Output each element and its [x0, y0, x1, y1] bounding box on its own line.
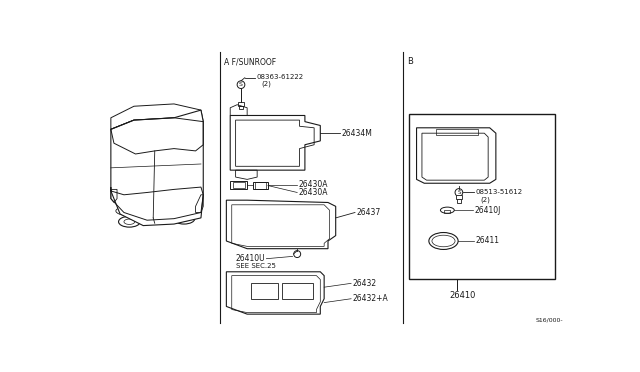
Text: 26430A: 26430A — [299, 188, 328, 197]
Polygon shape — [230, 115, 320, 170]
Text: (2): (2) — [481, 196, 490, 203]
Bar — [409, 114, 555, 279]
Ellipse shape — [429, 232, 458, 250]
Polygon shape — [456, 199, 461, 203]
Text: 26410U: 26410U — [236, 254, 265, 263]
Text: 26410J: 26410J — [474, 206, 500, 215]
Polygon shape — [253, 182, 268, 189]
Text: S16/000-: S16/000- — [536, 318, 564, 323]
Circle shape — [237, 81, 245, 89]
Text: SEE SEC.25: SEE SEC.25 — [236, 263, 275, 269]
Polygon shape — [227, 272, 324, 314]
Text: 08513-51612: 08513-51612 — [476, 189, 523, 195]
Text: 26434M: 26434M — [341, 129, 372, 138]
Ellipse shape — [440, 207, 454, 213]
Polygon shape — [230, 181, 247, 189]
Text: 08363-61222: 08363-61222 — [257, 74, 303, 80]
Circle shape — [294, 251, 301, 257]
Text: 26432+A: 26432+A — [353, 294, 388, 303]
Polygon shape — [456, 195, 462, 199]
Text: S: S — [457, 190, 461, 195]
Text: 26432: 26432 — [353, 279, 377, 288]
Text: S: S — [239, 82, 243, 87]
Circle shape — [455, 189, 463, 196]
Text: 26437: 26437 — [356, 208, 381, 217]
Text: (2): (2) — [261, 81, 271, 87]
Polygon shape — [227, 200, 336, 249]
Polygon shape — [111, 104, 204, 129]
Text: B: B — [407, 57, 413, 66]
Text: 26410: 26410 — [450, 291, 476, 300]
Text: 26411: 26411 — [476, 237, 500, 246]
Polygon shape — [417, 128, 496, 183]
Text: 26430A: 26430A — [299, 180, 328, 189]
Polygon shape — [111, 110, 204, 225]
Text: A F/SUNROOF: A F/SUNROOF — [224, 57, 276, 66]
